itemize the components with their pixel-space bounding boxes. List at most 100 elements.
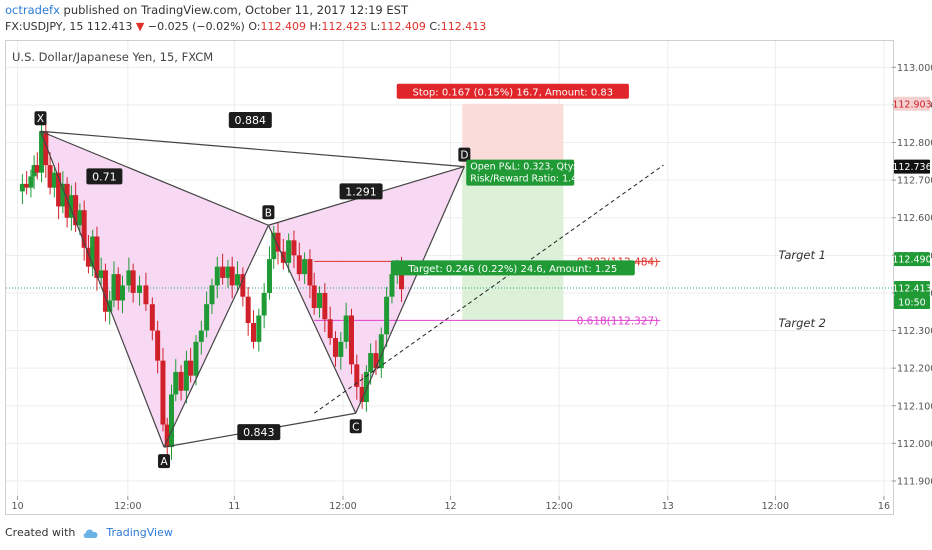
candle-up <box>68 195 74 218</box>
candle-down <box>348 315 354 365</box>
y-tick-label: 112.600 <box>897 213 932 224</box>
x-tick-label: 12:00 <box>762 501 789 512</box>
bar-countdown-bg <box>894 295 930 310</box>
candle-down <box>73 195 79 226</box>
dashed-trendline <box>313 164 664 414</box>
symbol-name: FX:USDJPY, 15 <box>5 20 84 33</box>
candle-up <box>384 296 390 335</box>
candle-down <box>245 296 251 324</box>
candle-up <box>225 266 231 278</box>
ratio-label-text: 0.884 <box>235 114 267 127</box>
candle-up <box>389 274 395 297</box>
candle-down <box>115 274 121 301</box>
candle-up <box>271 232 277 260</box>
candle-down <box>178 371 184 391</box>
x-tick-label: 12:00 <box>114 501 141 512</box>
ratio-label-text: 1.291 <box>345 185 377 198</box>
candle-up <box>77 210 83 226</box>
ratio-label-text: 0.843 <box>243 426 275 439</box>
price-tag-text: 112.903 <box>892 99 931 110</box>
low-label: L: <box>370 20 381 33</box>
candle-down <box>322 292 328 320</box>
symbol-line: FX:USDJPY, 15 112.413 ▼ −0.025 (−0.02%) … <box>5 20 486 33</box>
x-tick-label: 10 <box>12 501 24 512</box>
candle-down <box>43 131 49 166</box>
candle-down <box>143 285 149 305</box>
candle-up <box>90 236 96 267</box>
close-label: C: <box>429 20 441 33</box>
candle-down <box>327 319 333 339</box>
bar-countdown: 10:50 <box>894 295 930 310</box>
ratio-label: 0.843 <box>237 424 281 441</box>
candle-up <box>256 315 262 342</box>
y-tick-label: 112.000 <box>897 439 932 450</box>
point-label-bg <box>158 454 171 469</box>
tradingview-brand[interactable]: TradingView <box>106 526 173 539</box>
candle-up <box>368 353 374 372</box>
candle-up <box>137 285 143 293</box>
pattern-triangle-bcd <box>268 166 465 414</box>
point-label-bg <box>34 111 47 126</box>
candle-up <box>126 270 132 286</box>
risk-reward-text: Risk/Reward Ratio: 1.47 <box>470 174 583 185</box>
x-tick-label: 12:00 <box>545 501 572 512</box>
pattern-leg-ab <box>163 225 269 448</box>
candle-down <box>81 210 87 248</box>
candle-down <box>373 353 379 369</box>
stop-label-text: Stop: 0.167 (0.15%) 16.7, Amount: 0.83 <box>413 87 614 98</box>
target-zone <box>462 166 564 321</box>
candle-up <box>317 292 323 308</box>
candle-down <box>56 172 62 207</box>
candle-up <box>51 172 57 188</box>
candle-down <box>275 232 281 252</box>
ratio-label-text: 0.71 <box>92 170 117 183</box>
candle-down <box>85 247 91 267</box>
stop-label-bg <box>396 83 629 99</box>
open-pnl-bg <box>466 159 575 186</box>
candle-up <box>235 274 241 286</box>
y-tick-label: 112.200 <box>897 364 932 375</box>
footer: Created with TradingView <box>5 526 173 539</box>
publish-text: published on TradingView.com, October 11… <box>59 3 408 17</box>
candle-up <box>378 334 384 369</box>
point-label-text: X <box>37 113 44 125</box>
pattern-leg-bc <box>267 225 357 414</box>
x-tick-label: 16 <box>878 501 890 512</box>
high-value: 112.423 <box>321 20 368 33</box>
candle-up <box>363 371 369 402</box>
point-label-text: C <box>352 421 359 433</box>
candle-up <box>60 183 66 207</box>
price-tag-bg <box>894 159 930 174</box>
candle-up <box>28 176 34 188</box>
point-label-text: B <box>265 207 272 219</box>
price-tag: 112.736 <box>892 159 932 174</box>
author-link[interactable]: octradefx <box>5 3 60 17</box>
candle-down <box>94 236 100 278</box>
candle-down <box>160 360 166 425</box>
open-value: 112.409 <box>260 20 307 33</box>
candle-down <box>220 266 226 278</box>
candle-up <box>302 259 308 275</box>
candle-down <box>311 285 317 308</box>
price-tag-bg <box>894 96 930 111</box>
candle-up <box>214 266 220 286</box>
price-tag-text: 112.490 <box>892 255 931 266</box>
publish-line: octradefx published on TradingView.com, … <box>5 3 408 17</box>
ratio-label-bg <box>339 183 383 200</box>
candle-up <box>107 300 113 312</box>
candle-down <box>102 270 108 312</box>
pattern-point-b: B <box>262 205 275 220</box>
candle-down <box>164 424 170 448</box>
plot-area: 0.382(112.484)0.618(112.327)0.710.8841.2… <box>6 41 892 496</box>
candle-up <box>98 270 104 278</box>
candle-down <box>291 240 297 256</box>
created-with-text: Created with <box>5 526 76 539</box>
ratio-label: 0.884 <box>228 111 272 128</box>
candle-up <box>204 304 210 331</box>
ratio-label-bg <box>86 168 123 185</box>
last-price: 112.413 <box>86 20 133 33</box>
candle-up <box>266 259 272 293</box>
pattern-leg-cd <box>355 166 465 414</box>
close-value: 112.413 <box>440 20 487 33</box>
